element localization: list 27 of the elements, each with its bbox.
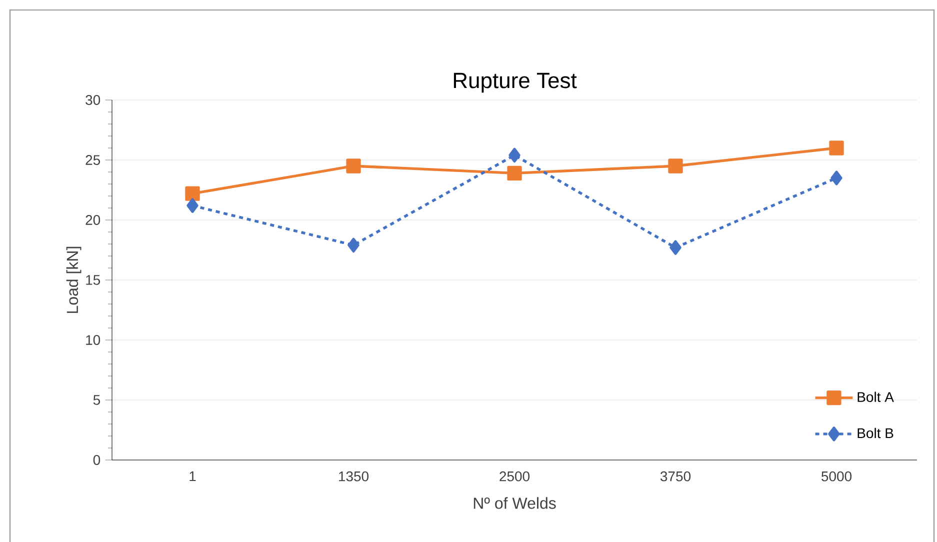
chart-title: Rupture Test: [454, 72, 577, 93]
point: [186, 198, 198, 213]
point: [668, 158, 683, 174]
legend-label: Bolt A: [858, 392, 894, 402]
x-tick-label: 1: [190, 471, 196, 482]
point: [507, 166, 522, 181]
point: [346, 158, 361, 174]
x-tick-label: 5000: [822, 471, 852, 482]
y-tick-label: 10: [86, 335, 100, 345]
point: [348, 238, 360, 253]
y-tick-label: 5: [93, 395, 100, 405]
point: [829, 140, 844, 156]
point: [185, 186, 200, 201]
legend-label: Bolt B: [858, 428, 894, 438]
x-tick-label: 2500: [500, 471, 530, 482]
y-tick-label: 25: [86, 155, 100, 165]
x-axis-title: Nº of Welds: [474, 497, 556, 509]
x-tick-label: 1350: [339, 471, 369, 482]
point: [670, 240, 682, 255]
y-axis-title: Load [kN]: [66, 246, 82, 313]
y-tick-label: 0: [93, 455, 100, 465]
y-tick-label: 30: [86, 95, 100, 105]
point: [508, 148, 520, 163]
y-tick-label: 20: [86, 215, 100, 225]
y-tick-label: 15: [86, 275, 100, 285]
point: [830, 170, 842, 186]
x-tick-label: 3750: [660, 471, 691, 482]
